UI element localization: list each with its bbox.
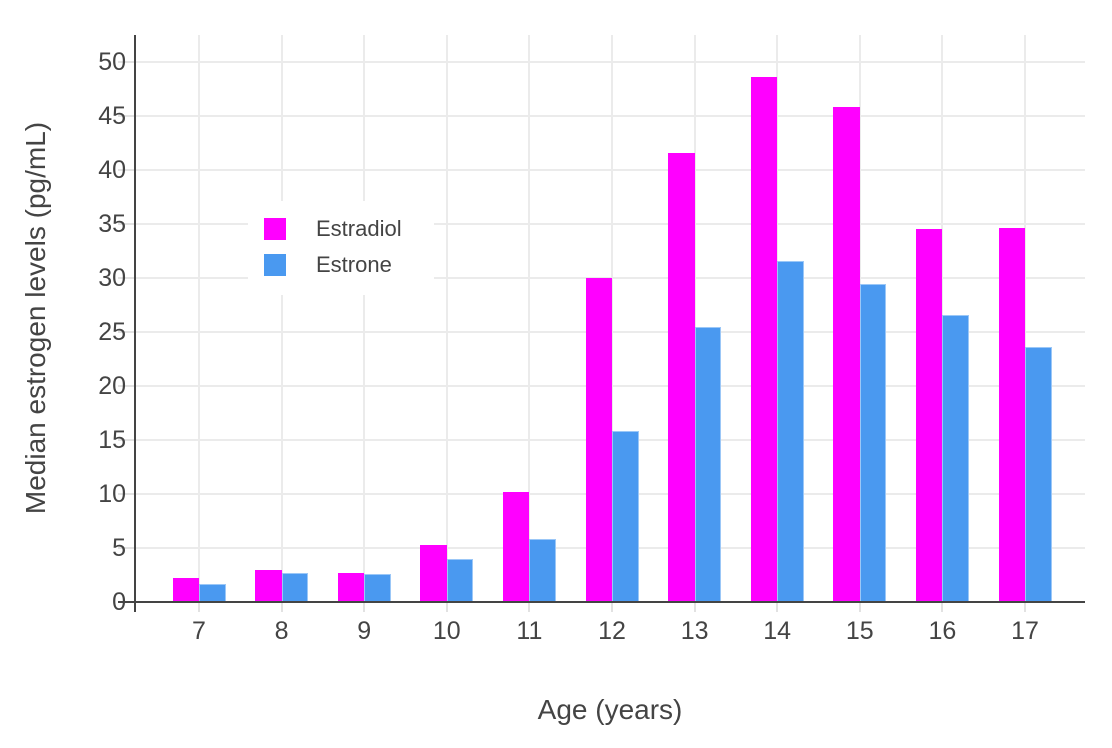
y-tickmark-45 [118,115,134,117]
x-tick-label-15: 15 [845,617,874,645]
bar-estradiol-age-7 [172,578,199,602]
gridline-y-40 [136,169,1085,171]
y-tick-label-25: 25 [98,318,126,346]
bar-estradiol-age-17 [998,228,1025,602]
y-tickmark-40 [118,169,134,171]
y-tickmark-25 [118,331,134,333]
y-tick-label-50: 50 [98,48,126,76]
x-tickmark-7 [198,603,200,612]
gridline-x-12 [611,35,613,602]
x-tick-label-11: 11 [516,617,543,645]
legend-item-estradiol[interactable]: Estradiol [248,211,434,247]
bar-estradiol-age-9 [337,573,365,602]
x-axis-line [118,601,1085,603]
y-tickmark-15 [118,439,134,441]
y-tick-label-10: 10 [98,480,126,508]
plot-area [136,35,1085,602]
x-tick-label-8: 8 [274,617,289,645]
x-tickmark-16 [941,603,944,612]
y-tick-label-40: 40 [98,156,126,184]
x-tick-label-17: 17 [1011,617,1039,645]
y-tick-label-15: 15 [98,426,126,454]
y-tick-label-20: 20 [98,372,126,400]
y-tickmark-35 [118,223,134,225]
y-tick-label-30: 30 [98,264,126,292]
gridline-x-10 [445,35,448,602]
x-tick-label-16: 16 [928,617,957,645]
bar-estradiol-age-15 [833,107,860,602]
bar-estradiol-age-8 [255,569,282,602]
y-tickmark-10 [118,493,134,495]
estradiol-swatch-icon [264,218,286,240]
y-tickmark-30 [118,277,134,279]
estrone-swatch-icon [264,254,286,276]
bar-estradiol-age-16 [915,229,943,602]
gridline-y-35 [136,223,1085,225]
bar-estrone-age-8 [281,572,309,602]
bar-estrone-age-11 [529,539,556,602]
gridline-x-17 [1024,35,1026,602]
bar-estrone-age-12 [612,431,639,602]
x-tick-label-7: 7 [192,617,206,645]
bar-estradiol-age-10 [420,544,447,602]
bar-estrone-age-16 [942,314,969,602]
y-tick-label-35: 35 [98,210,126,238]
gridline-x-11 [528,35,531,602]
x-tickmark-11 [528,603,531,612]
gridline-x-9 [363,35,366,602]
bar-estradiol-age-14 [750,77,778,602]
y-tick-label-5: 5 [112,534,126,562]
x-tickmark-12 [611,603,613,612]
gridline-y-45 [136,115,1085,117]
y-tickmark-5 [118,547,134,549]
x-tick-label-12: 12 [598,617,626,645]
legend-label-estradiol: Estradiol [316,216,402,241]
gridline-y-50 [136,61,1085,63]
x-tickmark-17 [1024,603,1026,612]
x-tickmark-10 [445,603,448,612]
legend-label-estrone: Estrone [316,252,392,277]
x-tickmark-13 [693,603,696,612]
x-tickmark-14 [776,603,779,612]
bar-estradiol-age-12 [585,278,612,602]
x-tick-label-13: 13 [680,617,709,645]
x-tickmark-15 [858,603,861,612]
bar-estrone-age-17 [1025,347,1052,602]
y-tick-label-0: 0 [66,587,126,617]
bar-estradiol-age-11 [502,491,530,602]
y-axis-line [134,35,136,612]
x-tickmark-8 [280,603,283,612]
legend-item-estrone[interactable]: Estrone [248,247,434,283]
bar-estrone-age-14 [777,260,804,602]
y-tickmark-50 [118,61,134,63]
bar-estradiol-age-13 [668,152,695,602]
gridline-x-13 [693,35,696,602]
x-tick-label-10: 10 [432,617,461,645]
bar-estrone-age-7 [199,583,226,602]
bar-estrone-age-15 [859,284,887,602]
legend: Estradiol Estrone [248,201,434,295]
y-axis-title: Median estrogen levels (pg/mL) [20,121,51,515]
bar-estrone-age-9 [364,573,391,602]
gridline-x-7 [198,35,200,602]
gridline-x-8 [280,35,283,602]
x-tickmark-9 [363,603,366,612]
y-tick-label-45: 45 [98,102,126,130]
x-axis-title: Age (years) [537,694,683,725]
x-tick-label-9: 9 [357,617,372,645]
bar-estrone-age-13 [694,326,722,602]
bar-estrone-age-10 [446,558,474,602]
x-tick-label-14: 14 [763,617,792,645]
y-tickmark-20 [118,385,134,387]
